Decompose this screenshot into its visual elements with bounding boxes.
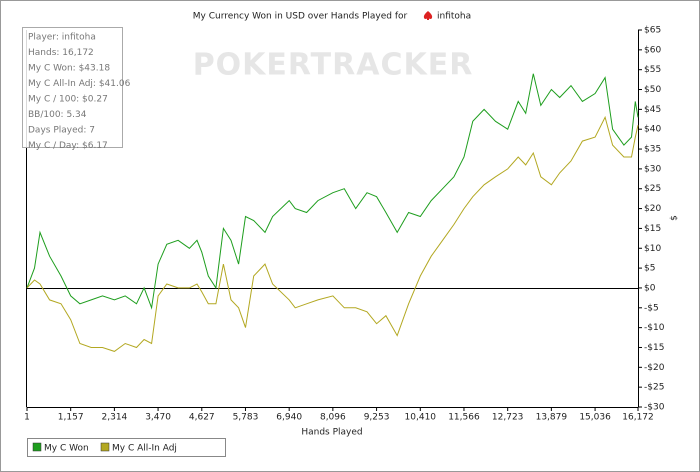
legend-box xyxy=(27,438,226,457)
x-tick-label: 2,314 xyxy=(102,413,128,423)
stats-line: Hands: 16,172 xyxy=(28,48,94,58)
y-tick-label: $25 xyxy=(644,184,661,194)
watermark: POKERTRACKER xyxy=(193,48,474,83)
y-tick-label: $10 xyxy=(644,244,661,254)
player-icon xyxy=(423,11,433,20)
stats-line: My C / Day: $6.17 xyxy=(28,141,108,151)
x-tick-label: 8,096 xyxy=(320,413,346,423)
stats-line: My C All-In Adj: $41.06 xyxy=(28,79,131,89)
series-line xyxy=(26,73,639,310)
y-tick-label: $30 xyxy=(644,164,661,174)
x-tick-label: 6,940 xyxy=(276,413,302,423)
y-tick-label: $20 xyxy=(644,204,661,214)
y-tick-label: $35 xyxy=(644,145,661,155)
y-tick-label: -$20 xyxy=(644,363,665,373)
series-line xyxy=(26,115,639,352)
legend-label: My C Won xyxy=(44,444,89,454)
x-tick-label: 4,627 xyxy=(189,413,215,423)
y-tick-label: $65 xyxy=(644,26,661,36)
stats-box xyxy=(22,27,123,148)
x-tick-label: 12,723 xyxy=(492,413,524,423)
stats-line: BB/100: 5.34 xyxy=(28,110,87,120)
title-player: infitoha xyxy=(437,12,471,22)
y-tick-label: $60 xyxy=(644,45,661,55)
stats-line: Days Played: 7 xyxy=(28,126,95,136)
x-tick-label: 13,879 xyxy=(536,413,568,423)
y-tick-label: -$5 xyxy=(644,303,659,313)
stats-line: My C / 100: $0.27 xyxy=(28,95,108,105)
legend-swatch xyxy=(32,442,42,452)
x-tick-label: 3,470 xyxy=(145,413,171,423)
x-axis-title: Hands Played xyxy=(301,428,362,438)
y-tick-label: $45 xyxy=(644,105,661,115)
y-tick-label: $40 xyxy=(644,125,661,135)
stats-line: Player: infitoha xyxy=(28,33,96,43)
x-tick-label: 9,253 xyxy=(364,413,390,423)
y-tick-label: $0 xyxy=(644,283,656,293)
chart-title: My Currency Won in USD over Hands Played… xyxy=(193,12,408,22)
y-tick-label: -$30 xyxy=(644,403,665,413)
y-tick-label: $55 xyxy=(644,65,661,75)
x-tick-label: 1 xyxy=(24,413,30,423)
y-tick-label: -$10 xyxy=(644,323,665,333)
x-tick-label: 16,172 xyxy=(622,413,654,423)
x-tick-label: 10,410 xyxy=(405,413,437,423)
y-tick-label: -$25 xyxy=(644,383,664,393)
legend-label: My C All-In Adj xyxy=(112,444,177,454)
stats-line: My C Won: $43.18 xyxy=(28,64,110,74)
legend-swatch xyxy=(100,442,110,452)
x-tick-label: 5,783 xyxy=(233,413,259,423)
y-axis-title: $ xyxy=(670,215,680,221)
x-tick-label: 11,566 xyxy=(448,413,480,423)
plot-area xyxy=(27,30,638,407)
y-tick-label: $50 xyxy=(644,85,661,95)
x-tick-label: 15,036 xyxy=(579,413,611,423)
y-tick-label: $5 xyxy=(644,264,655,274)
y-tick-label: -$15 xyxy=(644,343,664,353)
x-tick-label: 1,157 xyxy=(58,413,84,423)
y-tick-label: $15 xyxy=(644,224,661,234)
